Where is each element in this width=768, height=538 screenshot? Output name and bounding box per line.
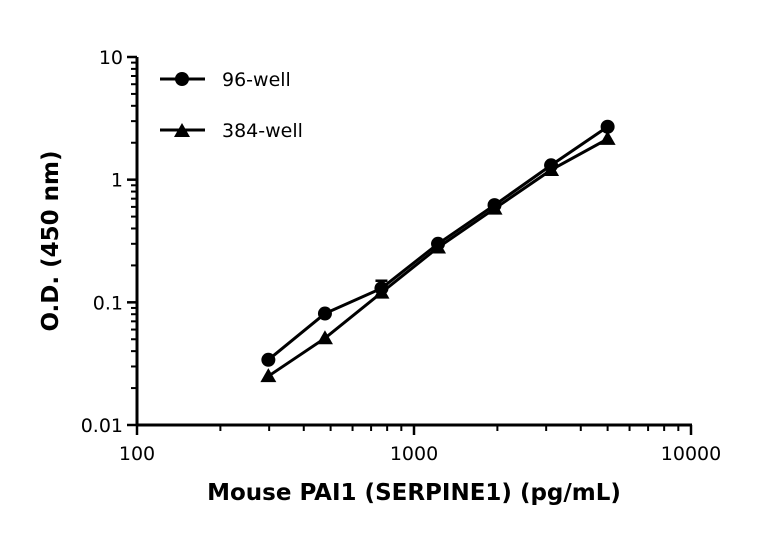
x-tick-label: 1000: [390, 443, 438, 465]
series-384-well: [260, 130, 616, 383]
data-point-circle: [317, 306, 332, 321]
legend: 96-well 384-well: [160, 69, 303, 142]
data-point-triangle: [174, 123, 190, 137]
y-tick-label: 0.1: [93, 292, 123, 314]
axes: 100 1000 10000 0.01 0.1 1 10: [81, 47, 722, 465]
legend-item-96-well: 96-well: [160, 69, 291, 91]
data-point-triangle: [543, 161, 560, 176]
data-point-triangle: [430, 239, 447, 254]
legend-item-384-well: 384-well: [160, 120, 303, 142]
y-axis-label: O.D. (450 nm): [38, 150, 64, 331]
data-point-triangle: [260, 368, 277, 383]
legend-label: 96-well: [222, 69, 291, 91]
data-point-triangle: [599, 130, 616, 145]
data-point-circle: [261, 352, 276, 367]
series-layer: [260, 119, 616, 383]
y-tick-label: 1: [111, 170, 123, 192]
data-point-triangle: [373, 284, 390, 299]
x-tick-label: 10000: [661, 443, 721, 465]
x-axis-label: Mouse PAI1 (SERPINE1) (pg/mL): [207, 480, 621, 506]
data-point-triangle: [316, 330, 333, 345]
data-point-triangle: [486, 200, 503, 215]
data-point-circle: [175, 72, 189, 86]
data-point-circle: [600, 119, 615, 134]
y-tick-label: 0.01: [81, 415, 123, 437]
y-tick-label: 10: [99, 47, 123, 69]
x-tick-label: 100: [119, 443, 155, 465]
legend-label: 384-well: [222, 120, 303, 142]
